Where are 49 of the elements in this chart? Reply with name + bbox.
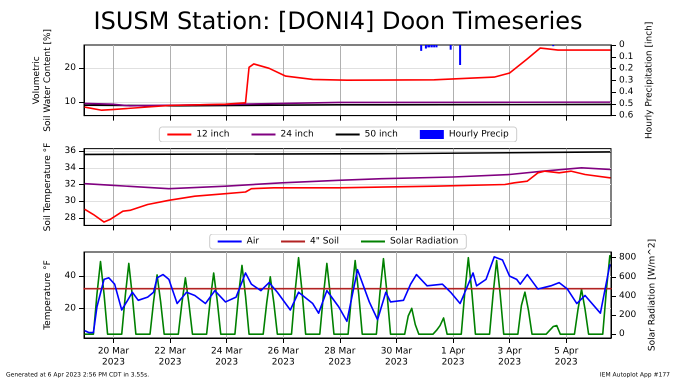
legend-label: 24 inch: [280, 130, 314, 140]
legend-label: 12 inch: [196, 130, 230, 140]
y-tick-label: 28: [64, 212, 76, 223]
x-tick-label: 22 Mar 2023: [154, 346, 186, 368]
line-series: [84, 170, 611, 223]
y2-axis-title: Solar Radiation [W/m^2]: [648, 238, 658, 352]
legend-label: Air: [246, 236, 260, 246]
x-tick-label: 30 Mar 2023: [380, 346, 412, 368]
legend-label: Hourly Precip: [448, 130, 509, 140]
chart-title: ISUSM Station: [DONI4] Doon Timeseries: [93, 7, 583, 35]
legend-label: Solar Radiation: [390, 236, 458, 246]
y2-axis-title: Hourly Precipitation [inch]: [644, 22, 655, 140]
y-axis-title: Soil Temperature °F: [43, 142, 54, 232]
bar: [424, 45, 427, 49]
y-tick-label: 10: [64, 96, 76, 107]
y2-tick-label: 200: [619, 310, 636, 320]
x-tick-label: 3 Apr 2023: [498, 346, 522, 368]
y-tick-label: 40: [64, 271, 76, 282]
y2-tick-label: 0.1: [619, 52, 634, 62]
y-axis-title: Temperature °F: [43, 260, 54, 331]
y-tick-label: 32: [64, 179, 76, 190]
y2-tick-label: 800: [619, 252, 636, 263]
y2-tick-label: 0.3: [619, 75, 634, 86]
legend-label: 50 inch: [364, 130, 398, 140]
line-series: [84, 167, 611, 190]
x-tick-label: 24 Mar 2023: [211, 346, 243, 368]
y2-tick-label: 0: [619, 40, 625, 50]
y2-tick-label: 0.4: [619, 87, 634, 98]
y2-tick-label: 0: [619, 329, 625, 340]
x-tick-label: 1 Apr 2023: [440, 346, 466, 368]
legend-label: 4" Soil: [310, 236, 339, 246]
y-axis-title: Volumetric Soil Water Content [%]: [32, 28, 54, 132]
y2-tick-label: 600: [619, 272, 636, 282]
bar: [420, 45, 422, 51]
x-tick-label: 26 Mar 2023: [268, 346, 300, 368]
y-tick-label: 36: [64, 146, 76, 156]
y2-tick-label: 0.5: [619, 98, 634, 109]
y-tick-label: 20: [64, 303, 76, 314]
y-tick-label: 20: [64, 62, 76, 73]
bar: [450, 45, 452, 50]
y-tick-label: 30: [64, 196, 76, 206]
y2-tick-label: 0.2: [619, 64, 634, 74]
x-tick-label: 5 Apr 2023: [554, 346, 579, 368]
x-tick-label: 28 Mar 2023: [324, 346, 356, 368]
y2-tick-label: 400: [619, 290, 636, 301]
y-tick-label: 34: [64, 162, 76, 173]
y2-tick-label: 0.6: [619, 110, 634, 121]
x-tick-label: 20 Mar 2023: [98, 346, 130, 368]
bar: [459, 45, 462, 66]
